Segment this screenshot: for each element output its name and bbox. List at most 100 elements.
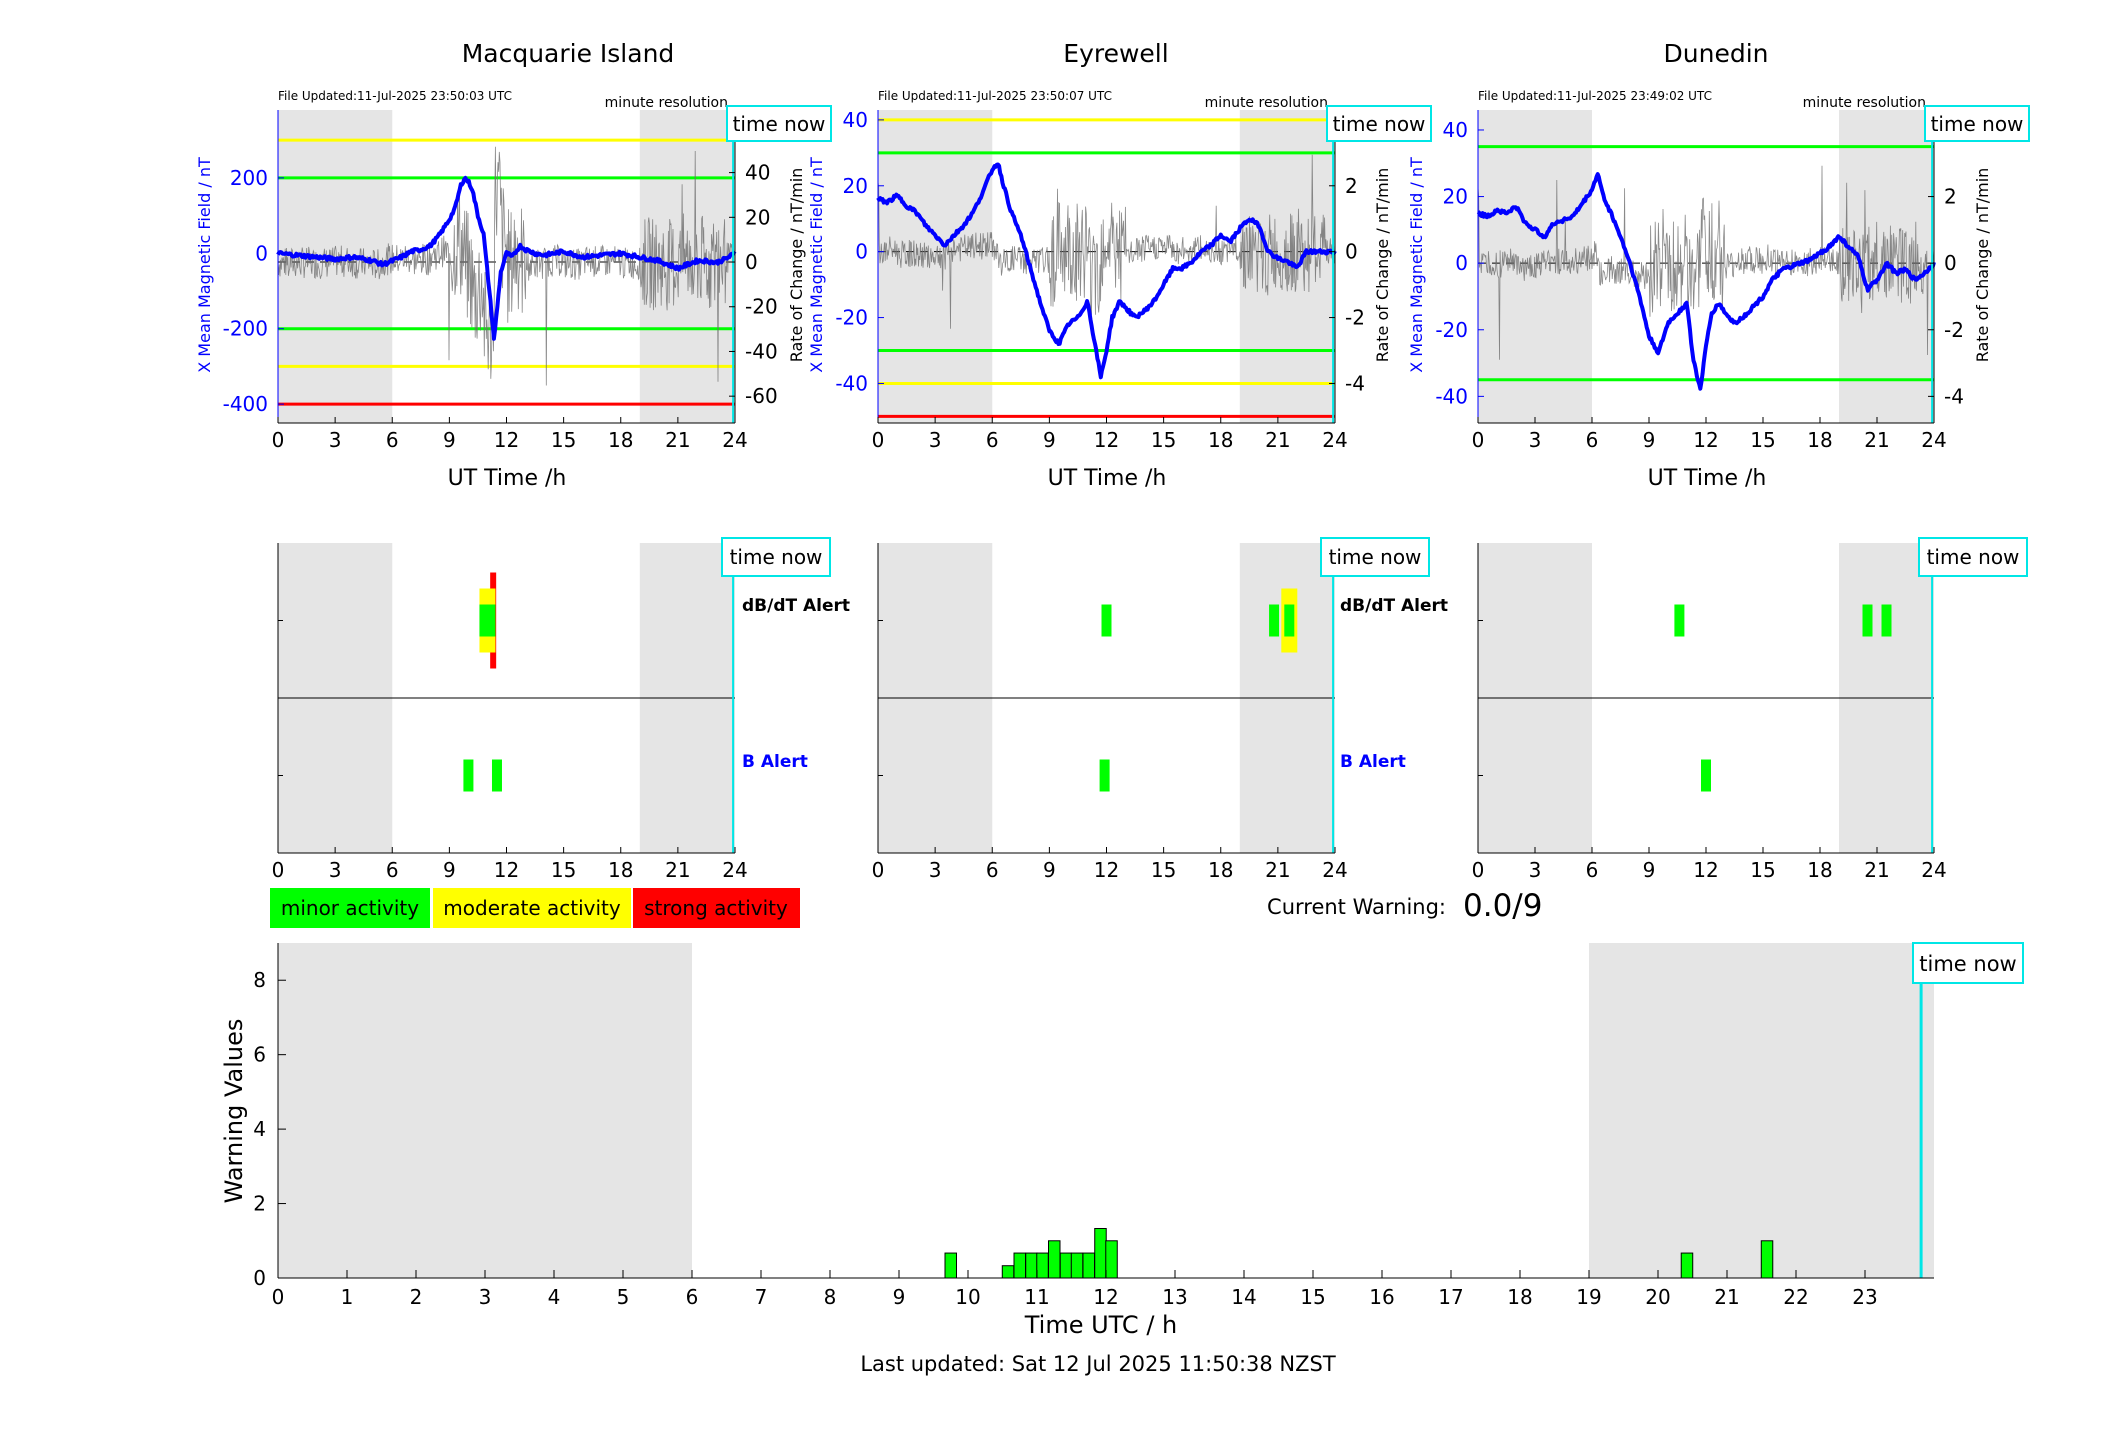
- x-tick-label: 23: [1852, 1285, 1877, 1309]
- x-tick-label: 12: [494, 428, 519, 452]
- night-shade: [878, 110, 993, 423]
- x-tick-label: 3: [1529, 428, 1542, 452]
- night-shade: [278, 943, 692, 1278]
- x-tick-label: 1: [341, 1285, 354, 1309]
- y-left-tick-label: 20: [1443, 185, 1468, 209]
- x-tick-label: 19: [1576, 1285, 1601, 1309]
- b-alert-label: B Alert: [1340, 752, 1406, 772]
- alert-bar: [1862, 604, 1873, 637]
- x-tick-label: 0: [272, 858, 285, 882]
- x-tick-label: 9: [1043, 428, 1056, 452]
- x-tick-label: 18: [1208, 428, 1233, 452]
- y-axis-right-label: Rate of Change / nT/min: [1973, 168, 1992, 363]
- b-alert-label: B Alert: [742, 752, 808, 772]
- x-tick-label: 18: [1807, 858, 1832, 882]
- time-now-label: time now: [733, 112, 826, 136]
- y-right-tick-label: 20: [745, 205, 770, 229]
- warning-bar: [1070, 1252, 1084, 1279]
- warning-bar: [1760, 1240, 1774, 1279]
- y-right-tick-label: -2: [1944, 318, 1964, 342]
- time-now-box: time now: [1326, 105, 1432, 142]
- y-axis-left-label: X Mean Magnetic Field / nT: [807, 157, 826, 373]
- warning-bar: [1094, 1227, 1107, 1279]
- y-right-tick-label: 0: [1944, 251, 1957, 275]
- x-tick-label: 7: [755, 1285, 768, 1309]
- dbdt-alert-label: dB/dT Alert: [742, 596, 850, 616]
- x-axis-label: UT Time /h: [1648, 466, 1767, 491]
- time-now-label: time now: [1931, 112, 2024, 136]
- time-now-label: time now: [1333, 112, 1426, 136]
- y-axis-left-label: X Mean Magnetic Field / nT: [1407, 157, 1426, 373]
- x-tick-label: 21: [665, 858, 690, 882]
- y-axis-left-label: X Mean Magnetic Field / nT: [195, 157, 214, 373]
- y-left-tick-label: 0: [855, 240, 868, 264]
- file-updated-text: File Updated:11-Jul-2025 23:50:07 UTC: [878, 89, 1112, 103]
- warning-bar: [1013, 1252, 1026, 1279]
- x-tick-label: 9: [443, 428, 456, 452]
- x-tick-label: 21: [1864, 858, 1889, 882]
- x-tick-label: 9: [1643, 428, 1656, 452]
- magnetic-field-series: [876, 162, 1337, 380]
- time-now-box: time now: [1918, 537, 2028, 577]
- alert-bar: [1881, 604, 1892, 637]
- x-tick-label: 17: [1438, 1285, 1463, 1309]
- y-tick-label: 6: [253, 1043, 266, 1067]
- x-tick-label: 3: [929, 428, 942, 452]
- legend-strong-label: strong activity: [644, 896, 788, 920]
- x-tick-label: 22: [1783, 1285, 1808, 1309]
- y-tick-label: 2: [253, 1192, 266, 1216]
- x-tick-label: 12: [1093, 1285, 1118, 1309]
- legend-minor-swatch: [270, 888, 430, 928]
- x-tick-label: 18: [608, 428, 633, 452]
- magnetic-field-series: [1476, 172, 1936, 391]
- x-tick-label: 8: [824, 1285, 837, 1309]
- warning-bar: [1025, 1252, 1038, 1279]
- warning-bar: [1036, 1252, 1049, 1279]
- time-now-box: time now: [1320, 537, 1430, 577]
- alert-bar: [479, 604, 496, 637]
- x-tick-label: 24: [722, 428, 747, 452]
- alert-bar: [1101, 604, 1112, 637]
- current-warning: Current Warning: 0.0/9: [1267, 888, 1542, 924]
- x-tick-label: 12: [1693, 858, 1718, 882]
- minute-resolution-text: minute resolution: [605, 95, 728, 111]
- x-tick-label: 6: [686, 1285, 699, 1309]
- field-plot: 0 3 6 9 12 15 18 21 24-400-2000200-60-40-2002040…: [223, 110, 778, 452]
- y-left-tick-label: -200: [223, 317, 268, 341]
- time-now-box: time now: [721, 537, 831, 577]
- x-tick-label: 15: [1750, 428, 1775, 452]
- time-now-box: time now: [1924, 105, 2030, 142]
- x-tick-label: 3: [329, 428, 342, 452]
- alert-plot-eyrewell: 0 3 6 9 12 15 18 21 24: [872, 543, 1348, 882]
- x-tick-label: 9: [443, 858, 456, 882]
- x-tick-label: 12: [1094, 428, 1119, 452]
- station-title: Macquarie Island: [462, 39, 675, 68]
- y-left-tick-label: 20: [843, 174, 868, 198]
- x-tick-label: 6: [986, 428, 999, 452]
- y-right-tick-label: 2: [1345, 174, 1358, 198]
- y-left-tick-label: -40: [835, 371, 868, 395]
- y-axis-right-label: Rate of Change / nT/min: [787, 168, 806, 363]
- alert-bar: [1701, 759, 1711, 792]
- y-left-tick-label: -20: [835, 306, 868, 330]
- x-tick-label: 24: [1322, 858, 1347, 882]
- alert-bar: [1099, 759, 1110, 792]
- warning-bar: [1680, 1252, 1694, 1279]
- x-tick-label: 20: [1645, 1285, 1670, 1309]
- y-right-tick-label: 0: [745, 250, 758, 274]
- time-now-label: time now: [730, 545, 823, 569]
- y-right-tick-label: -2: [1345, 306, 1365, 330]
- alert-plot-dunedin: 0 3 6 9 12 15 18 21 24: [1472, 543, 1947, 882]
- y-left-tick-label: 0: [255, 241, 268, 265]
- x-tick-label: 6: [1586, 428, 1599, 452]
- x-tick-label: 2: [410, 1285, 423, 1309]
- x-tick-label: 9: [1043, 858, 1056, 882]
- warning-bar: [1059, 1252, 1073, 1279]
- y-right-tick-label: -4: [1345, 371, 1365, 395]
- x-tick-label: 15: [1750, 858, 1775, 882]
- last-updated-text: Last updated: Sat 12 Jul 2025 11:50:38 N…: [860, 1352, 1336, 1376]
- time-now-label: time now: [1329, 545, 1422, 569]
- x-tick-label: 3: [929, 858, 942, 882]
- x-tick-label: 16: [1369, 1285, 1394, 1309]
